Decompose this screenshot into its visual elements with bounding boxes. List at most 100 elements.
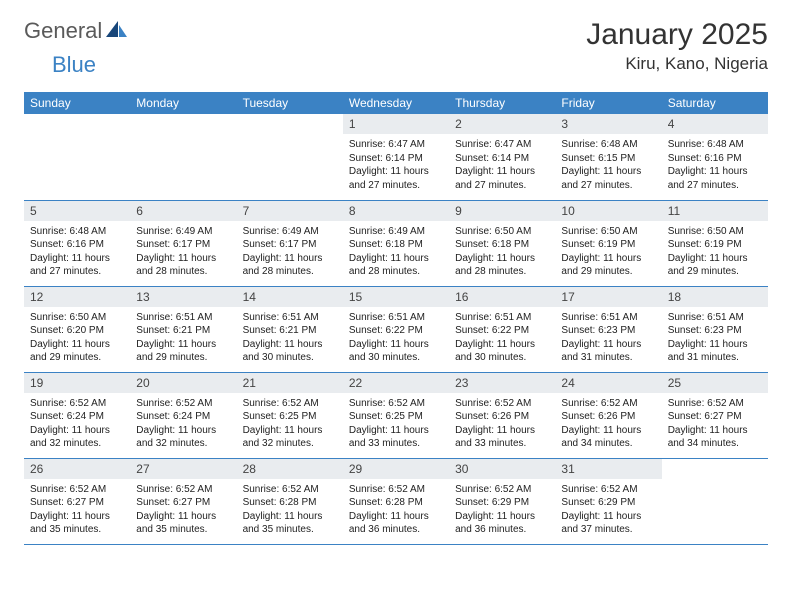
day-details: Sunrise: 6:51 AMSunset: 6:23 PMDaylight:… [662, 307, 768, 371]
calendar-day-cell: 2Sunrise: 6:47 AMSunset: 6:14 PMDaylight… [449, 114, 555, 200]
daylight-line: Daylight: 11 hours and 27 minutes. [349, 165, 443, 192]
daylight-line: Daylight: 11 hours and 35 minutes. [30, 510, 124, 537]
day-details: Sunrise: 6:49 AMSunset: 6:17 PMDaylight:… [130, 221, 236, 285]
day-details: Sunrise: 6:51 AMSunset: 6:21 PMDaylight:… [237, 307, 343, 371]
daylight-line: Daylight: 11 hours and 36 minutes. [455, 510, 549, 537]
day-number: 8 [343, 201, 449, 221]
sunset-line: Sunset: 6:21 PM [243, 324, 337, 338]
sunrise-line: Sunrise: 6:49 AM [243, 225, 337, 239]
calendar-body: 1Sunrise: 6:47 AMSunset: 6:14 PMDaylight… [24, 114, 768, 544]
sunrise-line: Sunrise: 6:52 AM [668, 397, 762, 411]
calendar-week-row: 5Sunrise: 6:48 AMSunset: 6:16 PMDaylight… [24, 200, 768, 286]
calendar-day-cell: 9Sunrise: 6:50 AMSunset: 6:18 PMDaylight… [449, 200, 555, 286]
calendar-day-cell: 14Sunrise: 6:51 AMSunset: 6:21 PMDayligh… [237, 286, 343, 372]
location-text: Kiru, Kano, Nigeria [586, 54, 768, 74]
calendar-day-cell: 5Sunrise: 6:48 AMSunset: 6:16 PMDaylight… [24, 200, 130, 286]
calendar-day-cell [130, 114, 236, 200]
calendar-day-cell: 23Sunrise: 6:52 AMSunset: 6:26 PMDayligh… [449, 372, 555, 458]
day-number: 16 [449, 287, 555, 307]
day-number: 19 [24, 373, 130, 393]
daylight-line: Daylight: 11 hours and 31 minutes. [668, 338, 762, 365]
day-number: 14 [237, 287, 343, 307]
day-header: Saturday [662, 92, 768, 114]
day-number: 22 [343, 373, 449, 393]
sunset-line: Sunset: 6:22 PM [455, 324, 549, 338]
day-number: 15 [343, 287, 449, 307]
day-header: Wednesday [343, 92, 449, 114]
sunrise-line: Sunrise: 6:49 AM [136, 225, 230, 239]
day-number: 26 [24, 459, 130, 479]
daylight-line: Daylight: 11 hours and 27 minutes. [668, 165, 762, 192]
calendar-day-cell: 27Sunrise: 6:52 AMSunset: 6:27 PMDayligh… [130, 458, 236, 544]
sunset-line: Sunset: 6:25 PM [349, 410, 443, 424]
daylight-line: Daylight: 11 hours and 28 minutes. [136, 252, 230, 279]
calendar-day-cell: 17Sunrise: 6:51 AMSunset: 6:23 PMDayligh… [555, 286, 661, 372]
sunrise-line: Sunrise: 6:52 AM [30, 483, 124, 497]
day-header: Monday [130, 92, 236, 114]
day-details: Sunrise: 6:52 AMSunset: 6:24 PMDaylight:… [130, 393, 236, 457]
day-number: 28 [237, 459, 343, 479]
day-number: 12 [24, 287, 130, 307]
sunset-line: Sunset: 6:22 PM [349, 324, 443, 338]
day-number: 20 [130, 373, 236, 393]
day-number: 7 [237, 201, 343, 221]
day-details: Sunrise: 6:52 AMSunset: 6:24 PMDaylight:… [24, 393, 130, 457]
calendar-day-cell: 3Sunrise: 6:48 AMSunset: 6:15 PMDaylight… [555, 114, 661, 200]
day-number: 4 [662, 114, 768, 134]
calendar-day-cell: 24Sunrise: 6:52 AMSunset: 6:26 PMDayligh… [555, 372, 661, 458]
calendar-week-row: 26Sunrise: 6:52 AMSunset: 6:27 PMDayligh… [24, 458, 768, 544]
daylight-line: Daylight: 11 hours and 27 minutes. [455, 165, 549, 192]
sunset-line: Sunset: 6:17 PM [136, 238, 230, 252]
day-details: Sunrise: 6:48 AMSunset: 6:16 PMDaylight:… [24, 221, 130, 285]
daylight-line: Daylight: 11 hours and 28 minutes. [349, 252, 443, 279]
day-details: Sunrise: 6:49 AMSunset: 6:18 PMDaylight:… [343, 221, 449, 285]
calendar-day-cell: 31Sunrise: 6:52 AMSunset: 6:29 PMDayligh… [555, 458, 661, 544]
daylight-line: Daylight: 11 hours and 37 minutes. [561, 510, 655, 537]
daylight-line: Daylight: 11 hours and 36 minutes. [349, 510, 443, 537]
sunset-line: Sunset: 6:14 PM [349, 152, 443, 166]
day-details: Sunrise: 6:47 AMSunset: 6:14 PMDaylight:… [449, 134, 555, 198]
sunrise-line: Sunrise: 6:47 AM [455, 138, 549, 152]
calendar-day-cell: 13Sunrise: 6:51 AMSunset: 6:21 PMDayligh… [130, 286, 236, 372]
daylight-line: Daylight: 11 hours and 27 minutes. [30, 252, 124, 279]
day-details: Sunrise: 6:52 AMSunset: 6:29 PMDaylight:… [449, 479, 555, 543]
daylight-line: Daylight: 11 hours and 29 minutes. [30, 338, 124, 365]
sunrise-line: Sunrise: 6:51 AM [455, 311, 549, 325]
calendar-day-cell: 18Sunrise: 6:51 AMSunset: 6:23 PMDayligh… [662, 286, 768, 372]
calendar-day-cell: 8Sunrise: 6:49 AMSunset: 6:18 PMDaylight… [343, 200, 449, 286]
sunset-line: Sunset: 6:27 PM [668, 410, 762, 424]
day-number: 27 [130, 459, 236, 479]
daylight-line: Daylight: 11 hours and 30 minutes. [349, 338, 443, 365]
calendar-day-cell: 25Sunrise: 6:52 AMSunset: 6:27 PMDayligh… [662, 372, 768, 458]
day-number: 3 [555, 114, 661, 134]
day-number: 9 [449, 201, 555, 221]
day-number: 31 [555, 459, 661, 479]
day-details: Sunrise: 6:50 AMSunset: 6:18 PMDaylight:… [449, 221, 555, 285]
sunrise-line: Sunrise: 6:48 AM [561, 138, 655, 152]
sunset-line: Sunset: 6:24 PM [30, 410, 124, 424]
sunset-line: Sunset: 6:19 PM [561, 238, 655, 252]
day-details: Sunrise: 6:48 AMSunset: 6:16 PMDaylight:… [662, 134, 768, 198]
sunrise-line: Sunrise: 6:52 AM [136, 397, 230, 411]
day-details: Sunrise: 6:52 AMSunset: 6:28 PMDaylight:… [237, 479, 343, 543]
sunset-line: Sunset: 6:29 PM [561, 496, 655, 510]
daylight-line: Daylight: 11 hours and 27 minutes. [561, 165, 655, 192]
daylight-line: Daylight: 11 hours and 28 minutes. [243, 252, 337, 279]
daylight-line: Daylight: 11 hours and 30 minutes. [243, 338, 337, 365]
sunset-line: Sunset: 6:29 PM [455, 496, 549, 510]
day-details: Sunrise: 6:50 AMSunset: 6:20 PMDaylight:… [24, 307, 130, 371]
daylight-line: Daylight: 11 hours and 34 minutes. [561, 424, 655, 451]
day-details: Sunrise: 6:48 AMSunset: 6:15 PMDaylight:… [555, 134, 661, 198]
day-details: Sunrise: 6:51 AMSunset: 6:21 PMDaylight:… [130, 307, 236, 371]
calendar-day-cell: 1Sunrise: 6:47 AMSunset: 6:14 PMDaylight… [343, 114, 449, 200]
day-number: 21 [237, 373, 343, 393]
daylight-line: Daylight: 11 hours and 35 minutes. [243, 510, 337, 537]
sunrise-line: Sunrise: 6:50 AM [561, 225, 655, 239]
daylight-line: Daylight: 11 hours and 32 minutes. [243, 424, 337, 451]
sunset-line: Sunset: 6:28 PM [243, 496, 337, 510]
day-details: Sunrise: 6:52 AMSunset: 6:26 PMDaylight:… [555, 393, 661, 457]
day-details: Sunrise: 6:50 AMSunset: 6:19 PMDaylight:… [662, 221, 768, 285]
sunrise-line: Sunrise: 6:50 AM [668, 225, 762, 239]
sunset-line: Sunset: 6:26 PM [455, 410, 549, 424]
sunset-line: Sunset: 6:20 PM [30, 324, 124, 338]
